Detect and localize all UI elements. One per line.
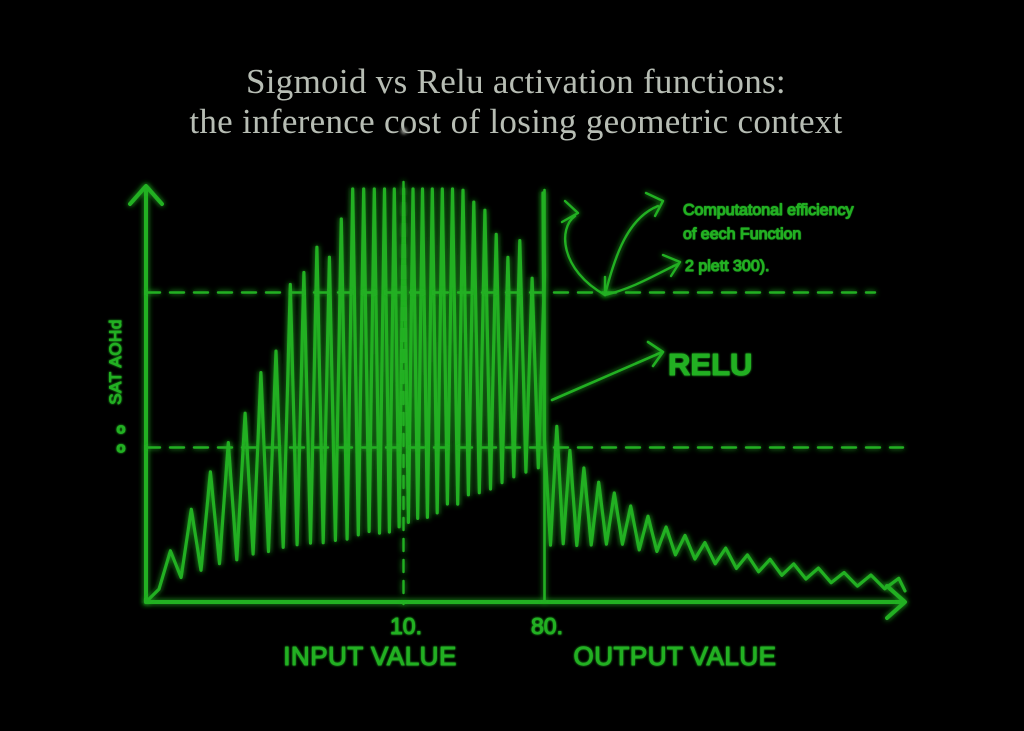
svg-text:RELU: RELU (668, 347, 752, 382)
svg-text:OUTPUT VALUE: OUTPUT VALUE (574, 641, 777, 671)
svg-text:Computatonal efficiency: Computatonal efficiency (683, 202, 853, 219)
svg-text:2 plett 300).: 2 plett 300). (685, 258, 770, 275)
svg-text:INPUT VALUE: INPUT VALUE (283, 641, 457, 671)
svg-text:o: o (116, 421, 125, 438)
svg-text:80.: 80. (531, 613, 563, 639)
svg-text:SAT AOHd: SAT AOHd (106, 319, 125, 405)
svg-text:of eech Function: of eech Function (683, 226, 801, 243)
svg-text:o: o (116, 440, 125, 457)
svg-text:10.: 10. (390, 613, 422, 639)
